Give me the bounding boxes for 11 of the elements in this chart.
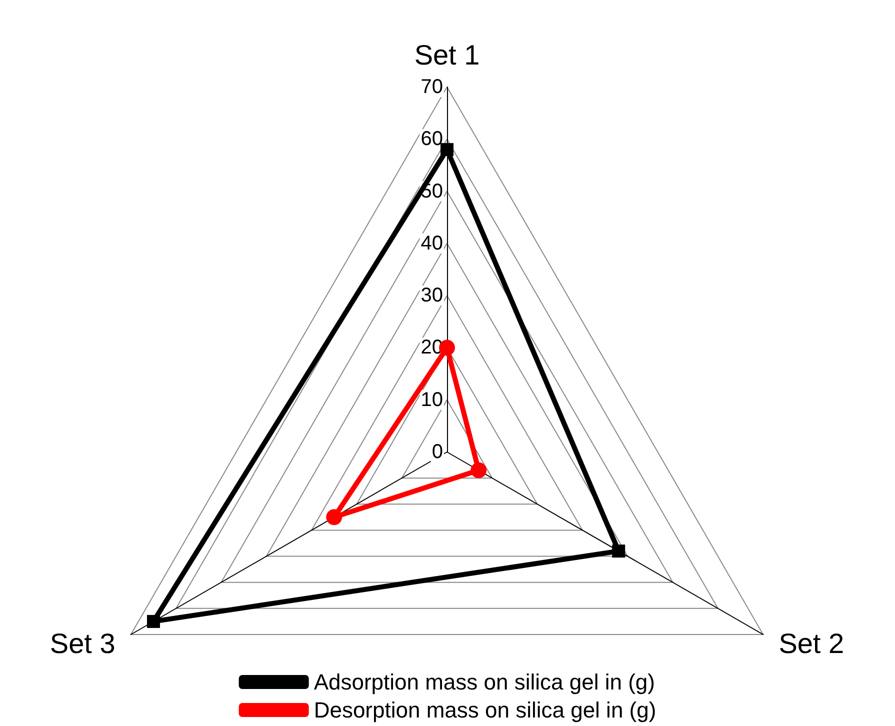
- y-tick-label: 0: [432, 441, 443, 463]
- spoke-label: Set 2: [778, 628, 844, 659]
- legend-label: Adsorption mass on silica gel in (g): [314, 670, 655, 694]
- y-tick-label: 40: [420, 232, 443, 254]
- legend-label: Desorption mass on silica gel in (g): [314, 698, 656, 722]
- y-tick-label: 60: [420, 128, 443, 150]
- y-tick-label: 70: [420, 76, 443, 98]
- spoke-label: Set 1: [414, 40, 480, 70]
- y-tick-label: 30: [420, 284, 443, 307]
- y-tick-label: 10: [420, 388, 443, 411]
- spoke-label: Set 3: [50, 628, 116, 659]
